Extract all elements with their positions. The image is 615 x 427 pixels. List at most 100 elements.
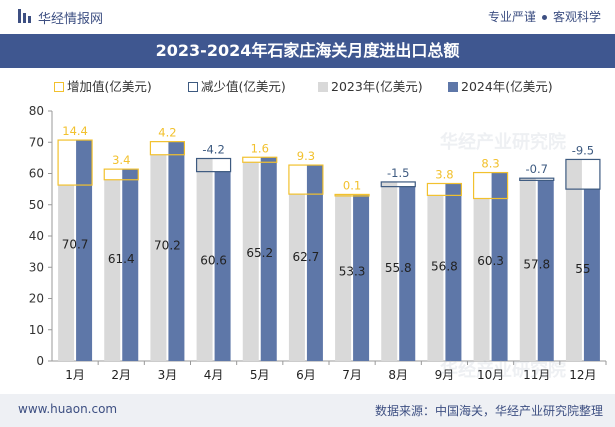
- bar-2023: [196, 158, 213, 361]
- increase-box: [288, 164, 324, 195]
- bar-2023: [104, 179, 121, 361]
- value-label-2024: 65.2: [246, 246, 273, 260]
- x-tick-label: 9月: [435, 368, 455, 382]
- x-tick-label: 7月: [342, 368, 362, 382]
- legend-swatch-increase: [54, 82, 64, 92]
- value-label-2024: 55.8: [385, 261, 412, 275]
- footer: www.huaon.com 数据来源：中国海关，华经产业研究院整理: [0, 394, 615, 427]
- y-tick-label: 40: [29, 229, 44, 243]
- change-label: -1.5: [387, 166, 409, 180]
- x-tick-label: 2月: [111, 368, 131, 382]
- y-tick-label: 30: [29, 260, 44, 274]
- legend-label-increase: 增加值(亿美元): [67, 79, 152, 94]
- brand-name: 华经情报网: [38, 12, 104, 27]
- bar-2023: [58, 185, 75, 361]
- x-tick-label: 5月: [250, 368, 270, 382]
- legend-item-decrease: 减少值(亿美元): [188, 76, 286, 95]
- increase-box: [242, 156, 278, 163]
- value-label-2024: 56.8: [431, 259, 458, 273]
- bar-2023: [565, 159, 582, 361]
- bar-2024: [583, 189, 600, 361]
- x-tick-label: 10月: [477, 368, 504, 382]
- dot-separator: [541, 15, 547, 20]
- change-label: 0.1: [343, 178, 361, 192]
- x-tick-label: 8月: [388, 368, 408, 382]
- bar-2023: [335, 194, 352, 361]
- title-bar: 2023-2024年石家庄海关月度进出口总额: [0, 34, 615, 68]
- value-label-2024: 53.3: [339, 265, 366, 279]
- y-tick-label: 80: [29, 104, 44, 118]
- bar-2023: [427, 195, 444, 361]
- bar-2024: [122, 169, 139, 361]
- value-label-2024: 61.4: [108, 252, 135, 266]
- value-label-2024: 57.8: [523, 258, 550, 272]
- value-label-2024: 60.6: [200, 253, 227, 267]
- y-tick-label: 0: [36, 354, 44, 368]
- chart-title: 2023-2024年石家庄海关月度进出口总额: [155, 41, 460, 60]
- x-tick-label: 11月: [523, 368, 550, 382]
- decrease-box: [195, 157, 232, 173]
- bar-2024: [353, 194, 370, 361]
- increase-box: [426, 182, 463, 196]
- x-tick-label: 6月: [296, 368, 316, 382]
- decrease-box: [380, 181, 416, 188]
- bar-2023: [473, 198, 490, 361]
- legend-item-2024: 2024年(亿美元): [448, 76, 553, 95]
- slogan-left: 专业严谨: [487, 10, 536, 24]
- x-tick-label: 12月: [569, 368, 596, 382]
- change-label: 1.6: [251, 141, 269, 155]
- legend-label-decrease: 减少值(亿美元): [201, 79, 286, 94]
- change-label: 8.3: [481, 157, 499, 171]
- increase-box: [472, 171, 509, 200]
- decrease-box: [519, 177, 555, 181]
- bar-2023: [242, 162, 259, 361]
- bar-2023: [288, 194, 305, 361]
- y-tick-label: 70: [29, 135, 44, 149]
- legend-swatch-decrease: [188, 82, 198, 92]
- increase-box: [57, 139, 93, 186]
- y-tick-label: 50: [29, 198, 44, 212]
- value-label-2024: 60.3: [477, 254, 504, 268]
- watermark: 华经产业研究院: [440, 132, 566, 153]
- bar-2023: [381, 181, 398, 361]
- increase-box: [103, 168, 139, 181]
- legend-label-2023: 2023年(亿美元): [331, 79, 423, 94]
- bar-2024: [445, 183, 462, 361]
- legend-swatch-2024: [448, 82, 458, 92]
- increase-box: [334, 193, 370, 197]
- change-label: -4.2: [202, 143, 224, 157]
- increase-box: [149, 141, 186, 156]
- bar-2024: [214, 171, 231, 361]
- slogan: 专业严谨 客观科学: [488, 8, 601, 25]
- slogan-right: 客观科学: [552, 10, 601, 24]
- footer-source: 数据来源：中国海关，华经产业研究院整理: [374, 404, 603, 418]
- legend-item-2023: 2023年(亿美元): [318, 76, 423, 95]
- y-tick-label: 60: [29, 167, 44, 181]
- x-tick-label: 4月: [204, 368, 224, 382]
- bar-chart: 0 10 20 30 40 50 60 70 80 14.4 70.7 1月 3.4 61.4 2月 4.2 7…: [29, 104, 607, 382]
- y-tick-label: 20: [29, 292, 44, 306]
- bar-2023: [519, 178, 536, 361]
- change-label: 3.4: [112, 153, 130, 167]
- top-bar: 华经情报网 专业严谨 客观科学: [0, 0, 615, 34]
- bar-2024: [76, 140, 93, 361]
- y-tick-label: 10: [29, 323, 44, 337]
- bar-2024: [399, 186, 416, 361]
- change-label: -9.5: [572, 143, 594, 157]
- value-label-2024: 62.7: [293, 250, 320, 264]
- change-label: -0.7: [526, 162, 548, 176]
- watermark-2: 华经产业研究院: [440, 360, 566, 381]
- change-label: 14.4: [62, 124, 88, 138]
- x-tick-label: 3月: [158, 368, 178, 382]
- footer-url: www.huaon.com: [18, 402, 118, 416]
- chart-legend: 增加值(亿美元) 减少值(亿美元) 2023年(亿美元) 2024年(亿美元): [0, 76, 615, 94]
- change-label: 3.8: [435, 168, 453, 182]
- bar-2024: [168, 141, 185, 361]
- x-tick-label: 1月: [65, 368, 85, 382]
- legend-swatch-2023: [318, 82, 328, 92]
- value-label-2024: 55: [575, 262, 590, 276]
- bar-2024: [306, 165, 323, 361]
- value-label-2024: 70.7: [62, 238, 89, 252]
- legend-item-increase: 增加值(亿美元): [54, 76, 152, 95]
- change-label: 9.3: [297, 149, 315, 163]
